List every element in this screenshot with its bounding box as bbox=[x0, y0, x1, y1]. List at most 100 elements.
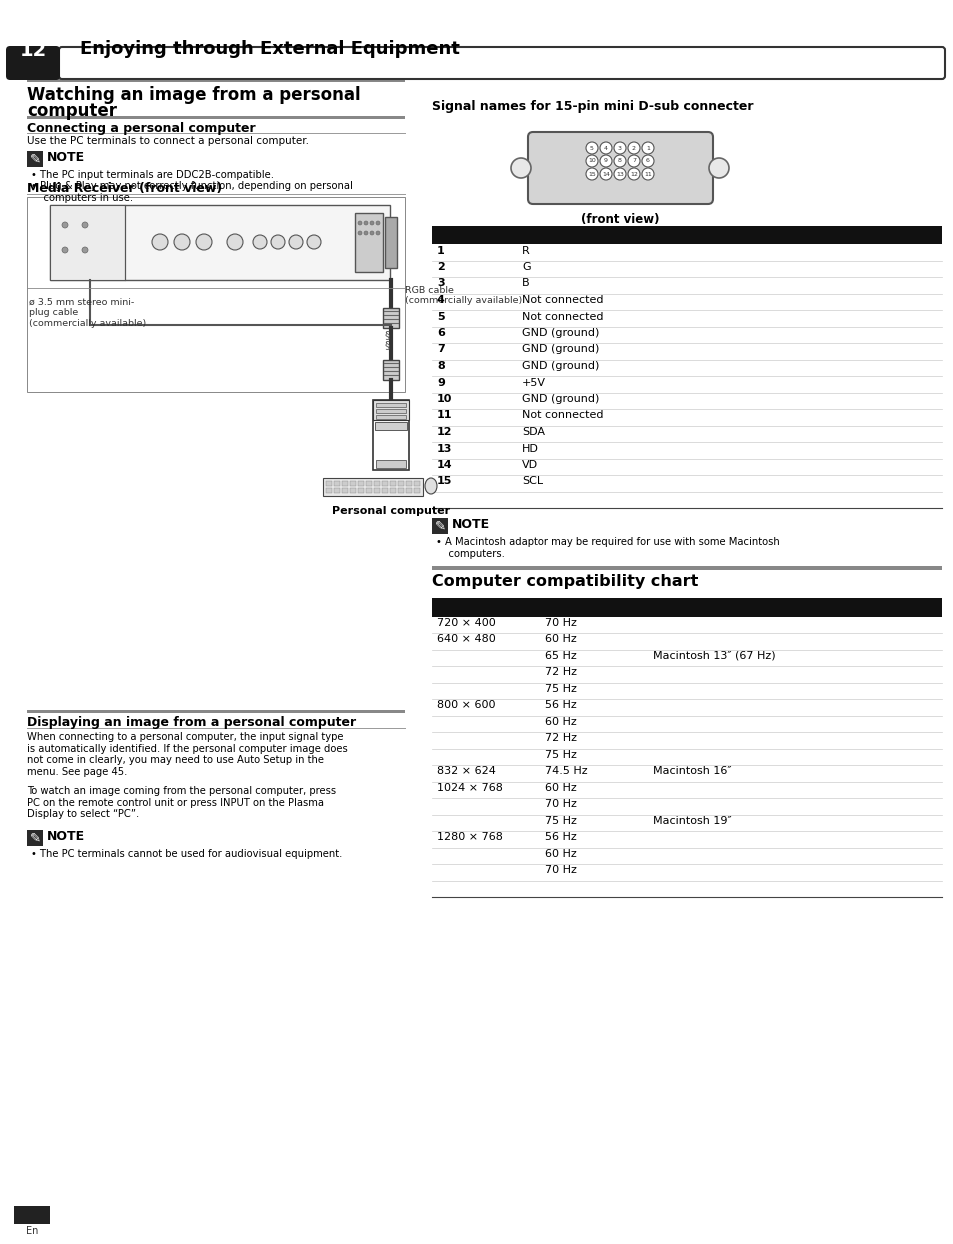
Text: 11: 11 bbox=[643, 172, 651, 177]
Text: RGB cable
(commercially available): RGB cable (commercially available) bbox=[405, 286, 521, 305]
Bar bbox=[27, 710, 405, 713]
Bar bbox=[27, 197, 405, 392]
Text: NOTE: NOTE bbox=[452, 519, 490, 531]
Text: • A Macintosh adaptor may be required for use with some Macintosh
    computers.: • A Macintosh adaptor may be required fo… bbox=[436, 537, 779, 559]
Text: R: R bbox=[521, 245, 529, 255]
Bar bbox=[27, 116, 405, 119]
Bar bbox=[432, 566, 941, 570]
Text: 13: 13 bbox=[616, 172, 623, 177]
Text: 75 Hz: 75 Hz bbox=[544, 750, 577, 760]
Text: 10: 10 bbox=[587, 158, 596, 163]
Circle shape bbox=[614, 142, 625, 154]
FancyBboxPatch shape bbox=[527, 132, 712, 204]
Text: ✎: ✎ bbox=[30, 831, 41, 845]
Bar bbox=[374, 481, 379, 486]
Circle shape bbox=[585, 142, 598, 154]
Bar bbox=[432, 226, 941, 244]
Bar bbox=[373, 401, 409, 470]
Text: Media Receiver (front view): Media Receiver (front view) bbox=[27, 182, 222, 195]
Text: Resolution: Resolution bbox=[436, 600, 507, 612]
Text: 60 Hz: 60 Hz bbox=[544, 782, 577, 792]
Text: G: G bbox=[521, 262, 530, 272]
Text: Not connected: Not connected bbox=[521, 295, 603, 305]
Circle shape bbox=[253, 235, 267, 249]
Text: Displaying an image from a personal computer: Displaying an image from a personal comp… bbox=[27, 717, 355, 729]
Bar bbox=[374, 488, 379, 493]
Text: 8: 8 bbox=[436, 361, 444, 371]
Circle shape bbox=[375, 221, 379, 225]
Circle shape bbox=[599, 142, 612, 154]
Text: 5: 5 bbox=[436, 311, 444, 321]
Text: ✎: ✎ bbox=[30, 153, 41, 165]
Text: • Plug & Play may not correctly function, depending on personal
    computers in: • Plug & Play may not correctly function… bbox=[30, 180, 353, 203]
Text: Not connected: Not connected bbox=[521, 411, 603, 420]
Text: 70 Hz: 70 Hz bbox=[544, 799, 577, 809]
Circle shape bbox=[364, 231, 368, 235]
Circle shape bbox=[62, 248, 68, 253]
Bar bbox=[334, 488, 339, 493]
Text: Remarks: Remarks bbox=[652, 600, 710, 612]
Circle shape bbox=[511, 158, 531, 178]
Circle shape bbox=[585, 156, 598, 167]
FancyBboxPatch shape bbox=[59, 47, 944, 80]
Circle shape bbox=[599, 156, 612, 167]
Text: • The PC input terminals are DDC2B-compatible.: • The PC input terminals are DDC2B-compa… bbox=[30, 170, 274, 180]
Bar bbox=[390, 488, 395, 493]
Text: 640 × 480: 640 × 480 bbox=[436, 634, 496, 644]
Bar bbox=[432, 519, 448, 534]
Bar bbox=[375, 460, 406, 468]
Text: 1: 1 bbox=[645, 146, 649, 151]
Bar bbox=[357, 481, 364, 486]
Circle shape bbox=[641, 168, 654, 180]
Text: B: B bbox=[521, 279, 529, 289]
Circle shape bbox=[82, 221, 88, 228]
Bar bbox=[406, 481, 412, 486]
Text: Macintosh 19″: Macintosh 19″ bbox=[652, 816, 731, 826]
Text: Frequency: Frequency bbox=[544, 600, 613, 612]
Bar bbox=[50, 205, 390, 280]
FancyBboxPatch shape bbox=[6, 46, 60, 80]
Bar bbox=[375, 403, 406, 407]
Text: 72 Hz: 72 Hz bbox=[544, 667, 577, 677]
Text: 11: 11 bbox=[436, 411, 452, 420]
Bar bbox=[406, 488, 412, 493]
Circle shape bbox=[307, 235, 320, 249]
Circle shape bbox=[152, 234, 168, 250]
Bar bbox=[373, 401, 409, 420]
Bar bbox=[350, 481, 355, 486]
Circle shape bbox=[370, 221, 374, 225]
Text: 56 Hz: 56 Hz bbox=[544, 700, 577, 710]
Circle shape bbox=[82, 248, 88, 253]
Bar bbox=[414, 481, 419, 486]
Bar bbox=[397, 481, 403, 486]
Circle shape bbox=[614, 156, 625, 167]
Circle shape bbox=[62, 221, 68, 228]
Text: 60 Hz: 60 Hz bbox=[544, 717, 577, 726]
Bar bbox=[375, 409, 406, 413]
Text: SDA: SDA bbox=[521, 427, 544, 437]
Text: 9: 9 bbox=[436, 377, 444, 387]
Text: 12: 12 bbox=[436, 427, 452, 437]
Text: 1024 × 768: 1024 × 768 bbox=[436, 782, 502, 792]
Text: NOTE: NOTE bbox=[47, 830, 85, 843]
Circle shape bbox=[627, 156, 639, 167]
Bar bbox=[382, 309, 398, 328]
Text: Not connected: Not connected bbox=[521, 311, 603, 321]
Bar bbox=[375, 415, 406, 419]
Text: 10: 10 bbox=[436, 394, 452, 404]
Circle shape bbox=[641, 156, 654, 167]
Text: 74.5 Hz: 74.5 Hz bbox=[544, 766, 587, 776]
Text: 70 Hz: 70 Hz bbox=[544, 865, 577, 876]
Text: 14: 14 bbox=[436, 460, 452, 470]
Text: Use the PC terminals to connect a personal computer.: Use the PC terminals to connect a person… bbox=[27, 136, 309, 146]
Text: 5: 5 bbox=[590, 146, 594, 151]
Circle shape bbox=[614, 168, 625, 180]
Text: 3: 3 bbox=[436, 279, 444, 289]
Text: 2: 2 bbox=[631, 146, 636, 151]
Text: 56 Hz: 56 Hz bbox=[544, 832, 577, 842]
Text: Watching an image from a personal: Watching an image from a personal bbox=[27, 86, 360, 104]
Bar bbox=[341, 481, 348, 486]
Text: 14: 14 bbox=[601, 172, 609, 177]
Circle shape bbox=[599, 168, 612, 180]
Text: SCL: SCL bbox=[521, 476, 542, 486]
